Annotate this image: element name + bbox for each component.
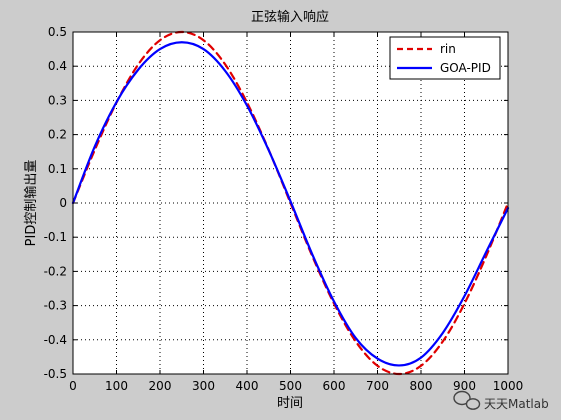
- y-tick-label: -0.5: [44, 367, 67, 381]
- x-tick-label: 800: [410, 379, 433, 393]
- y-tick-label: 0.5: [48, 25, 67, 39]
- y-tick-label: 0.1: [48, 162, 67, 176]
- watermark: 天天Matlab: [453, 390, 549, 411]
- y-tick-label: 0.4: [48, 59, 67, 73]
- y-tick-label: 0: [59, 196, 67, 210]
- x-axis-label: 时间: [277, 396, 303, 411]
- y-tick-label: -0.4: [44, 333, 67, 347]
- y-tick-label: -0.3: [44, 299, 67, 313]
- goa-pid-series-line: [71, 41, 510, 367]
- y-tick-label: 0.2: [48, 128, 67, 142]
- x-tick-label: 1000: [493, 379, 524, 393]
- x-tick-label: 0: [69, 379, 77, 393]
- x-tick-label: 100: [105, 379, 128, 393]
- x-tick-label: 900: [453, 379, 476, 393]
- x-tick-label: 400: [236, 379, 259, 393]
- watermark-text: 天天Matlab: [484, 397, 549, 411]
- y-tick-label: -0.1: [44, 230, 67, 244]
- legend-goa-pid-label: GOA-PID: [440, 61, 491, 75]
- x-tick-label: 600: [323, 379, 346, 393]
- x-tick-label: 700: [366, 379, 389, 393]
- wechat-bubble-large: [453, 390, 471, 406]
- legend-rin-label: rin: [440, 42, 456, 56]
- x-tick-label: 500: [279, 379, 302, 393]
- x-tick-label: 200: [149, 379, 172, 393]
- legend-box: [389, 36, 501, 80]
- x-tick-label: 300: [192, 379, 215, 393]
- y-tick-label: 0.3: [48, 93, 67, 107]
- ticks-layer: 0 100 200 300 400 500 600 700 800 900 1000 -0.5 -0.4…: [44, 25, 524, 393]
- wechat-bubble-small: [465, 398, 481, 410]
- y-tick-label: -0.2: [44, 264, 67, 278]
- legend: rin GOA-PID: [389, 36, 501, 80]
- chart-title: 正弦输入响应: [251, 9, 329, 25]
- wechat-icon: [453, 390, 481, 410]
- series-layer: [71, 30, 510, 376]
- y-axis-label: PID控制输出量: [23, 160, 39, 247]
